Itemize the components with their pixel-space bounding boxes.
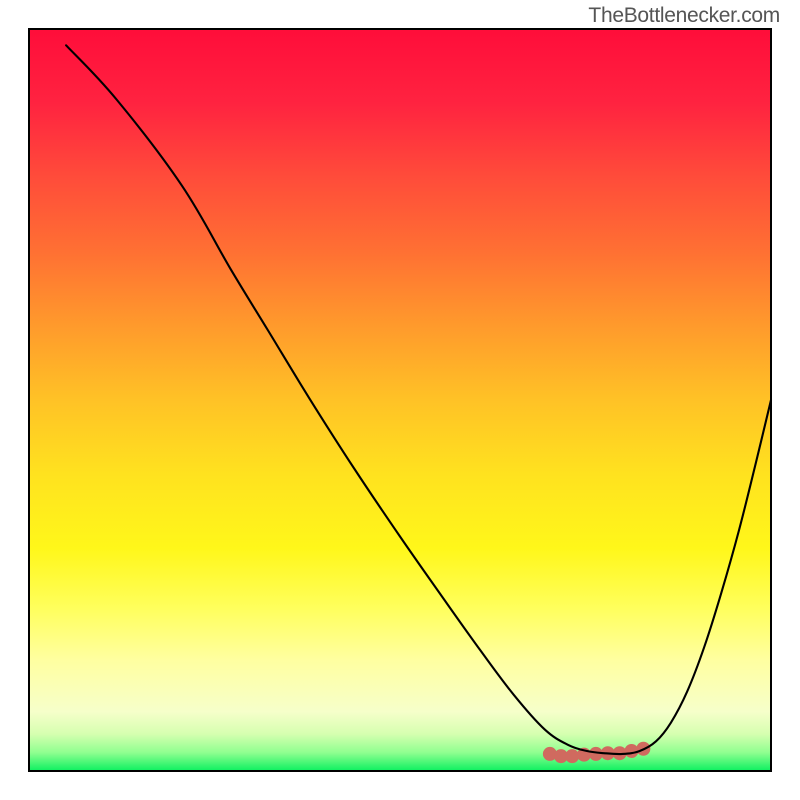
plot-background — [29, 29, 771, 771]
bottleneck-curve-chart — [0, 0, 800, 800]
watermark-text: TheBottlenecker.com — [588, 4, 780, 28]
scatter-dot — [565, 749, 579, 763]
